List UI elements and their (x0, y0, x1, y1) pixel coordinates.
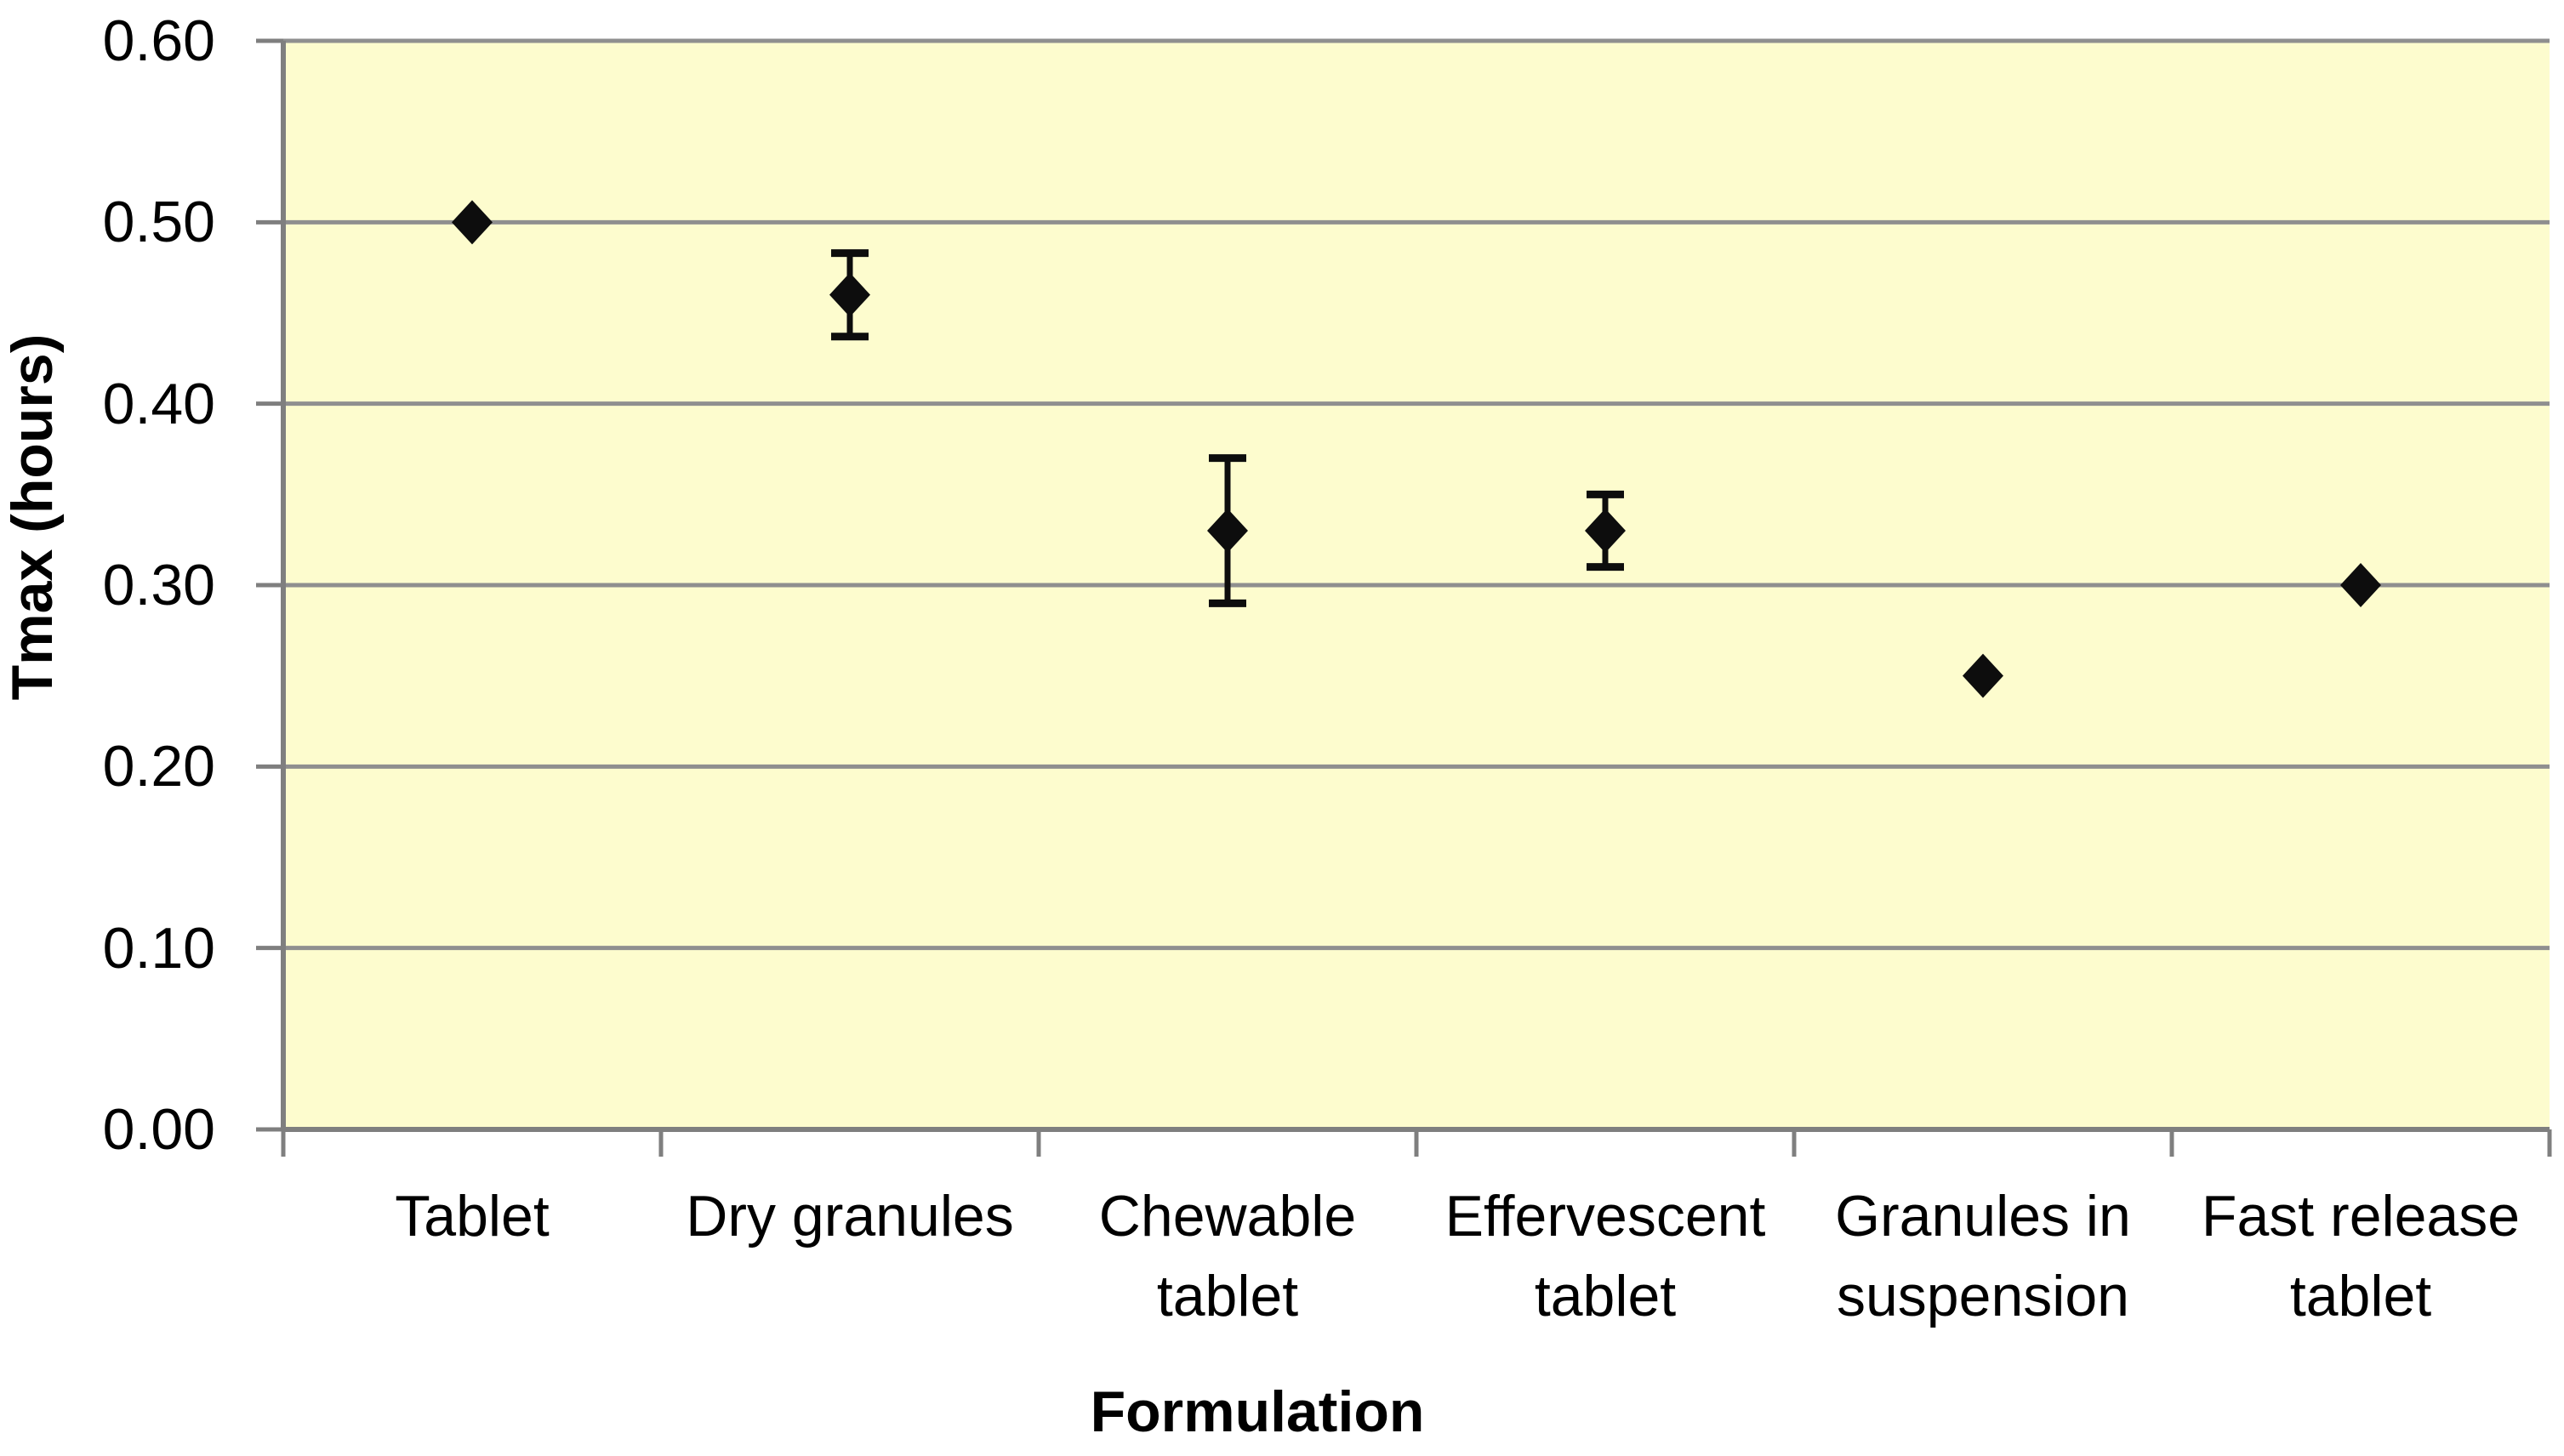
y-tick-label: 0.20 (102, 734, 215, 799)
y-tick-label: 0.60 (102, 9, 215, 73)
x-category-label-line: Effervescent (1444, 1184, 1766, 1248)
x-category-label: Effervescent tablet (1408, 1176, 1803, 1336)
x-category-label-line: tablet (2289, 1264, 2432, 1328)
x-category-label-line: tablet (1534, 1264, 1677, 1328)
x-category-label-line: Dry granules (686, 1184, 1014, 1248)
y-tick-label: 0.00 (102, 1097, 215, 1162)
data-point-marker (1585, 509, 1626, 553)
data-point-marker (2340, 563, 2381, 607)
x-category-label-line: Fast release (2201, 1184, 2521, 1248)
x-category-label-line: suspension (1836, 1264, 2130, 1328)
x-category-label-line: Tablet (395, 1184, 550, 1248)
y-tick-label: 0.40 (102, 371, 215, 436)
y-tick-label: 0.30 (102, 553, 215, 617)
data-point-marker (1207, 509, 1248, 553)
x-category-label: Dry granules (652, 1176, 1047, 1256)
y-tick-label: 0.10 (102, 915, 215, 981)
y-tick-label: 0.50 (102, 190, 215, 255)
x-category-label: Tablet (275, 1176, 669, 1256)
x-category-label: Granules in suspension (1786, 1176, 2180, 1336)
data-point-marker (452, 200, 493, 245)
x-category-label-line: Chewable (1098, 1184, 1357, 1248)
x-axis-title: Formulation (1090, 1379, 1425, 1444)
data-point-marker (829, 272, 870, 317)
data-point-marker (1963, 653, 2003, 698)
x-category-label: Chewable tablet (1030, 1176, 1425, 1336)
x-category-label: Fast release tablet (2163, 1176, 2558, 1336)
y-axis-title: Tmax (hours) (0, 333, 65, 701)
x-category-label-line: tablet (1156, 1264, 1299, 1328)
x-category-label-line: Granules in (1835, 1184, 2131, 1248)
